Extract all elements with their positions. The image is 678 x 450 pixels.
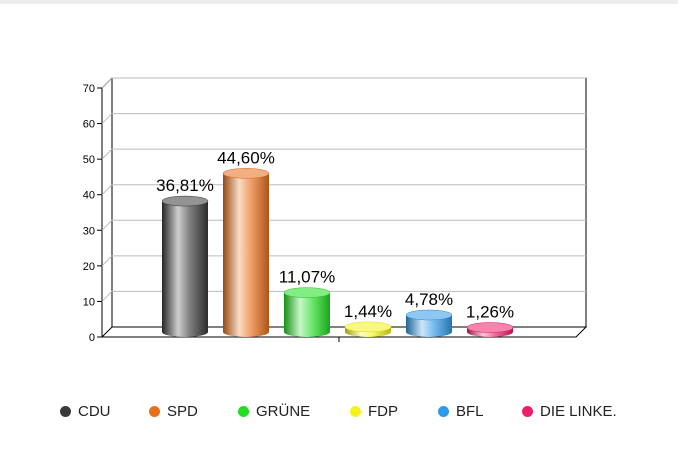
legend-item: DIE LINKE. (522, 401, 617, 421)
data-labels: 36,81%44,60% 11,07% 1,44% 4,78% 1,26% (156, 148, 514, 321)
grid-line-side (101, 113, 113, 124)
bar-die-linke (466, 322, 514, 337)
y-tick-label: 10 (83, 296, 95, 308)
y-tick-label: 40 (83, 190, 95, 202)
bar-bfl (405, 309, 453, 337)
y-axis-ticks: 0 10 20 30 40 50 60 70 (83, 83, 102, 344)
data-label: 36,81% (156, 176, 214, 195)
bar-top-cap (466, 322, 514, 333)
legend-label: DIE LINKE. (540, 402, 617, 420)
bar-chart: 0 10 20 30 40 50 60 70 36,81%44,60% 11,07% 1,44% 4… (83, 77, 588, 344)
bar-top-cap (283, 287, 331, 298)
legend-item: CDU (60, 401, 111, 421)
legend-swatch (522, 405, 533, 417)
bar-body (223, 173, 269, 337)
bar-top-cap (344, 321, 392, 333)
legend-swatch (350, 405, 361, 417)
y-tick-label: 30 (83, 225, 95, 237)
bar-top-cap (222, 168, 270, 179)
data-label: 44,60% (217, 148, 275, 167)
top-border (0, 0, 678, 4)
data-label: 11,07% (279, 268, 335, 287)
grid-line-side (101, 148, 113, 160)
bar-cdu (161, 195, 209, 337)
legend-swatch (438, 405, 449, 417)
y-tick-label: 70 (83, 83, 95, 95)
data-label: 1,26% (466, 303, 514, 322)
y-tick-label: 60 (83, 119, 95, 131)
bar-gr-ne (283, 287, 331, 337)
bar-fdp (344, 321, 392, 337)
legend-item: BFL (438, 401, 484, 421)
grid-line-side (101, 77, 113, 89)
bar-top-cap (405, 309, 453, 321)
legend-label: SPD (167, 402, 198, 420)
legend-label: BFL (456, 402, 484, 420)
y-tick-label: 0 (89, 332, 95, 344)
y-tick-label: 20 (83, 261, 95, 273)
data-label: 4,78% (405, 290, 453, 309)
legend-swatch (60, 405, 71, 417)
legend-item: GRÜNE (238, 401, 310, 421)
grid-line-side (101, 184, 113, 196)
bar-body (162, 201, 208, 337)
legend-item: FDP (350, 401, 398, 421)
data-label: 1,44% (344, 302, 392, 321)
legend-label: FDP (368, 402, 398, 420)
y-tick-label: 50 (83, 154, 95, 166)
bar-body (406, 314, 452, 337)
legend-item: SPD (149, 401, 198, 421)
grid-line-side (101, 219, 113, 231)
legend-swatch (149, 405, 160, 417)
legend-label: CDU (78, 402, 111, 420)
grid-line-side (101, 255, 113, 267)
legend-label: GRÜNE (256, 402, 311, 420)
legend: CDU SPD GRÜNE FDP BFL DIE LINKE. (0, 401, 678, 421)
bars (161, 168, 514, 337)
bar-body (284, 292, 330, 337)
bar-top-cap (161, 195, 209, 207)
bar-spd (222, 168, 270, 337)
legend-swatch (238, 405, 249, 417)
grid-line-side (101, 291, 113, 302)
